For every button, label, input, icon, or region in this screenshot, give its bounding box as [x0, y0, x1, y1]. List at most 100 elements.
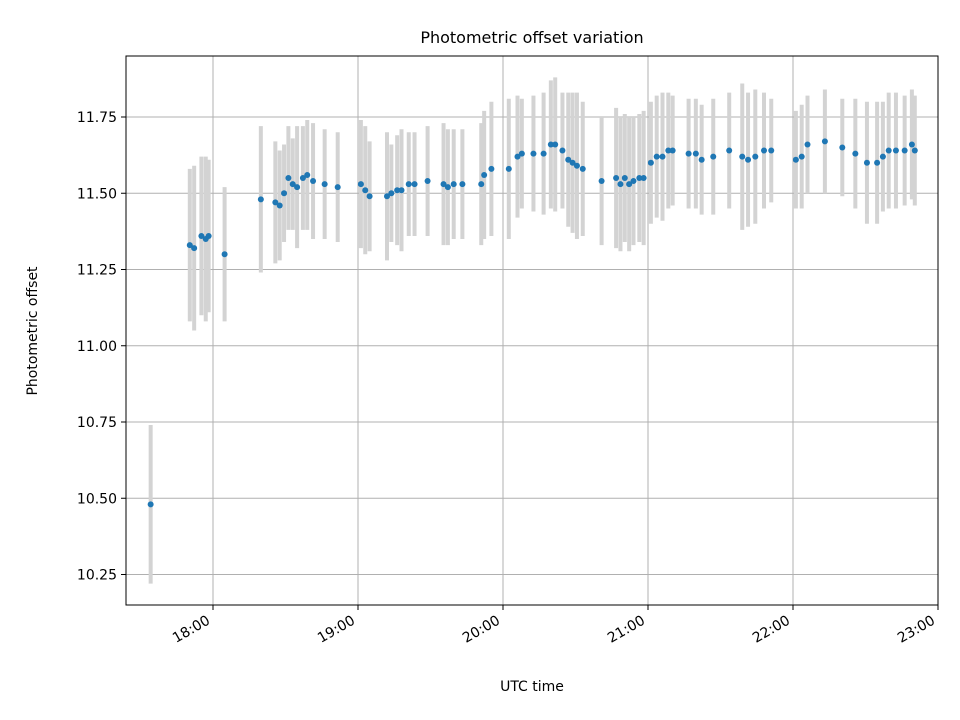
- data-point: [685, 150, 692, 157]
- data-point: [304, 171, 311, 178]
- x-axis-label: UTC time: [500, 679, 564, 695]
- y-tick-label: 11.75: [77, 110, 117, 126]
- data-point: [478, 181, 485, 188]
- data-point: [221, 251, 228, 258]
- data-point: [885, 147, 892, 154]
- y-tick-label: 10.50: [77, 491, 117, 507]
- data-point: [514, 153, 521, 160]
- data-point: [388, 190, 395, 197]
- data-point: [459, 181, 466, 188]
- data-point: [745, 156, 752, 163]
- data-point: [505, 165, 512, 172]
- y-axis: 10.25 10.50 10.75 11.00 11.25 11.50 11.75: [77, 110, 126, 584]
- y-tick-label: 10.75: [77, 415, 117, 431]
- y-tick-label: 11.25: [77, 263, 117, 279]
- data-point: [565, 156, 572, 163]
- y-tick-label: 11.00: [77, 339, 117, 355]
- y-axis-label: Photometric offset: [25, 266, 41, 396]
- data-point: [299, 175, 306, 181]
- data-point: [630, 178, 637, 185]
- data-point: [647, 159, 654, 166]
- data-point: [289, 181, 296, 188]
- data-point: [198, 232, 205, 239]
- data-point: [659, 153, 666, 160]
- data-point: [547, 141, 554, 148]
- data-point: [821, 138, 828, 145]
- data-point: [613, 175, 620, 181]
- data-point: [321, 181, 328, 188]
- data-point: [147, 501, 154, 508]
- data-point: [892, 147, 899, 154]
- plot-area: [125, 55, 939, 606]
- data-point: [710, 153, 717, 160]
- data-point: [362, 187, 369, 194]
- data-point: [901, 147, 908, 154]
- data-point: [294, 184, 301, 191]
- data-point: [398, 187, 405, 194]
- data-point: [481, 171, 488, 178]
- data-point: [598, 178, 605, 185]
- data-point: [640, 175, 647, 181]
- data-point: [281, 190, 288, 197]
- data-point: [626, 181, 633, 188]
- data-point: [669, 147, 676, 154]
- chart-title: Photometric offset variation: [420, 28, 643, 47]
- axes-frame: [125, 55, 939, 606]
- data-point: [665, 147, 672, 154]
- data-point: [761, 147, 767, 154]
- data-points: [147, 138, 918, 508]
- data-point: [569, 159, 576, 166]
- data-point: [879, 153, 886, 160]
- data-point: [205, 232, 212, 239]
- data-point: [692, 150, 699, 157]
- data-point: [559, 147, 566, 154]
- data-point: [653, 153, 660, 160]
- data-point: [276, 202, 283, 209]
- data-point: [911, 147, 918, 154]
- data-point: [366, 193, 373, 200]
- data-point: [698, 156, 705, 163]
- data-point: [518, 150, 525, 157]
- data-point: [488, 165, 495, 172]
- data-point: [768, 147, 775, 154]
- data-point: [636, 175, 643, 181]
- data-point: [334, 184, 341, 191]
- data-point: [310, 178, 317, 185]
- data-point: [186, 242, 193, 249]
- data-point: [852, 150, 859, 157]
- data-point: [440, 181, 447, 188]
- data-point: [726, 147, 733, 154]
- data-point: [191, 245, 198, 252]
- y-tick-label: 10.25: [77, 568, 117, 584]
- data-point: [394, 187, 401, 194]
- data-point: [908, 141, 915, 148]
- data-point: [804, 141, 811, 148]
- data-point: [405, 181, 412, 188]
- data-point: [272, 199, 279, 206]
- y-tick-label: 11.50: [77, 186, 117, 202]
- data-point: [444, 184, 451, 191]
- data-point: [257, 196, 264, 203]
- data-point: [739, 153, 746, 160]
- data-point: [874, 159, 881, 166]
- data-point: [839, 144, 846, 151]
- data-point: [357, 181, 364, 188]
- data-point: [411, 181, 418, 188]
- data-point: [573, 162, 580, 169]
- data-point: [863, 159, 870, 166]
- data-point: [285, 175, 292, 181]
- data-point: [530, 150, 537, 157]
- data-point: [384, 193, 390, 200]
- data-point: [617, 181, 624, 188]
- data-point: [552, 141, 559, 148]
- data-point: [450, 181, 457, 188]
- data-point: [621, 175, 628, 181]
- data-point: [579, 165, 586, 172]
- data-point: [424, 178, 431, 185]
- data-point: [540, 150, 547, 157]
- data-point: [792, 156, 799, 163]
- data-point: [752, 153, 759, 160]
- data-point: [798, 153, 805, 160]
